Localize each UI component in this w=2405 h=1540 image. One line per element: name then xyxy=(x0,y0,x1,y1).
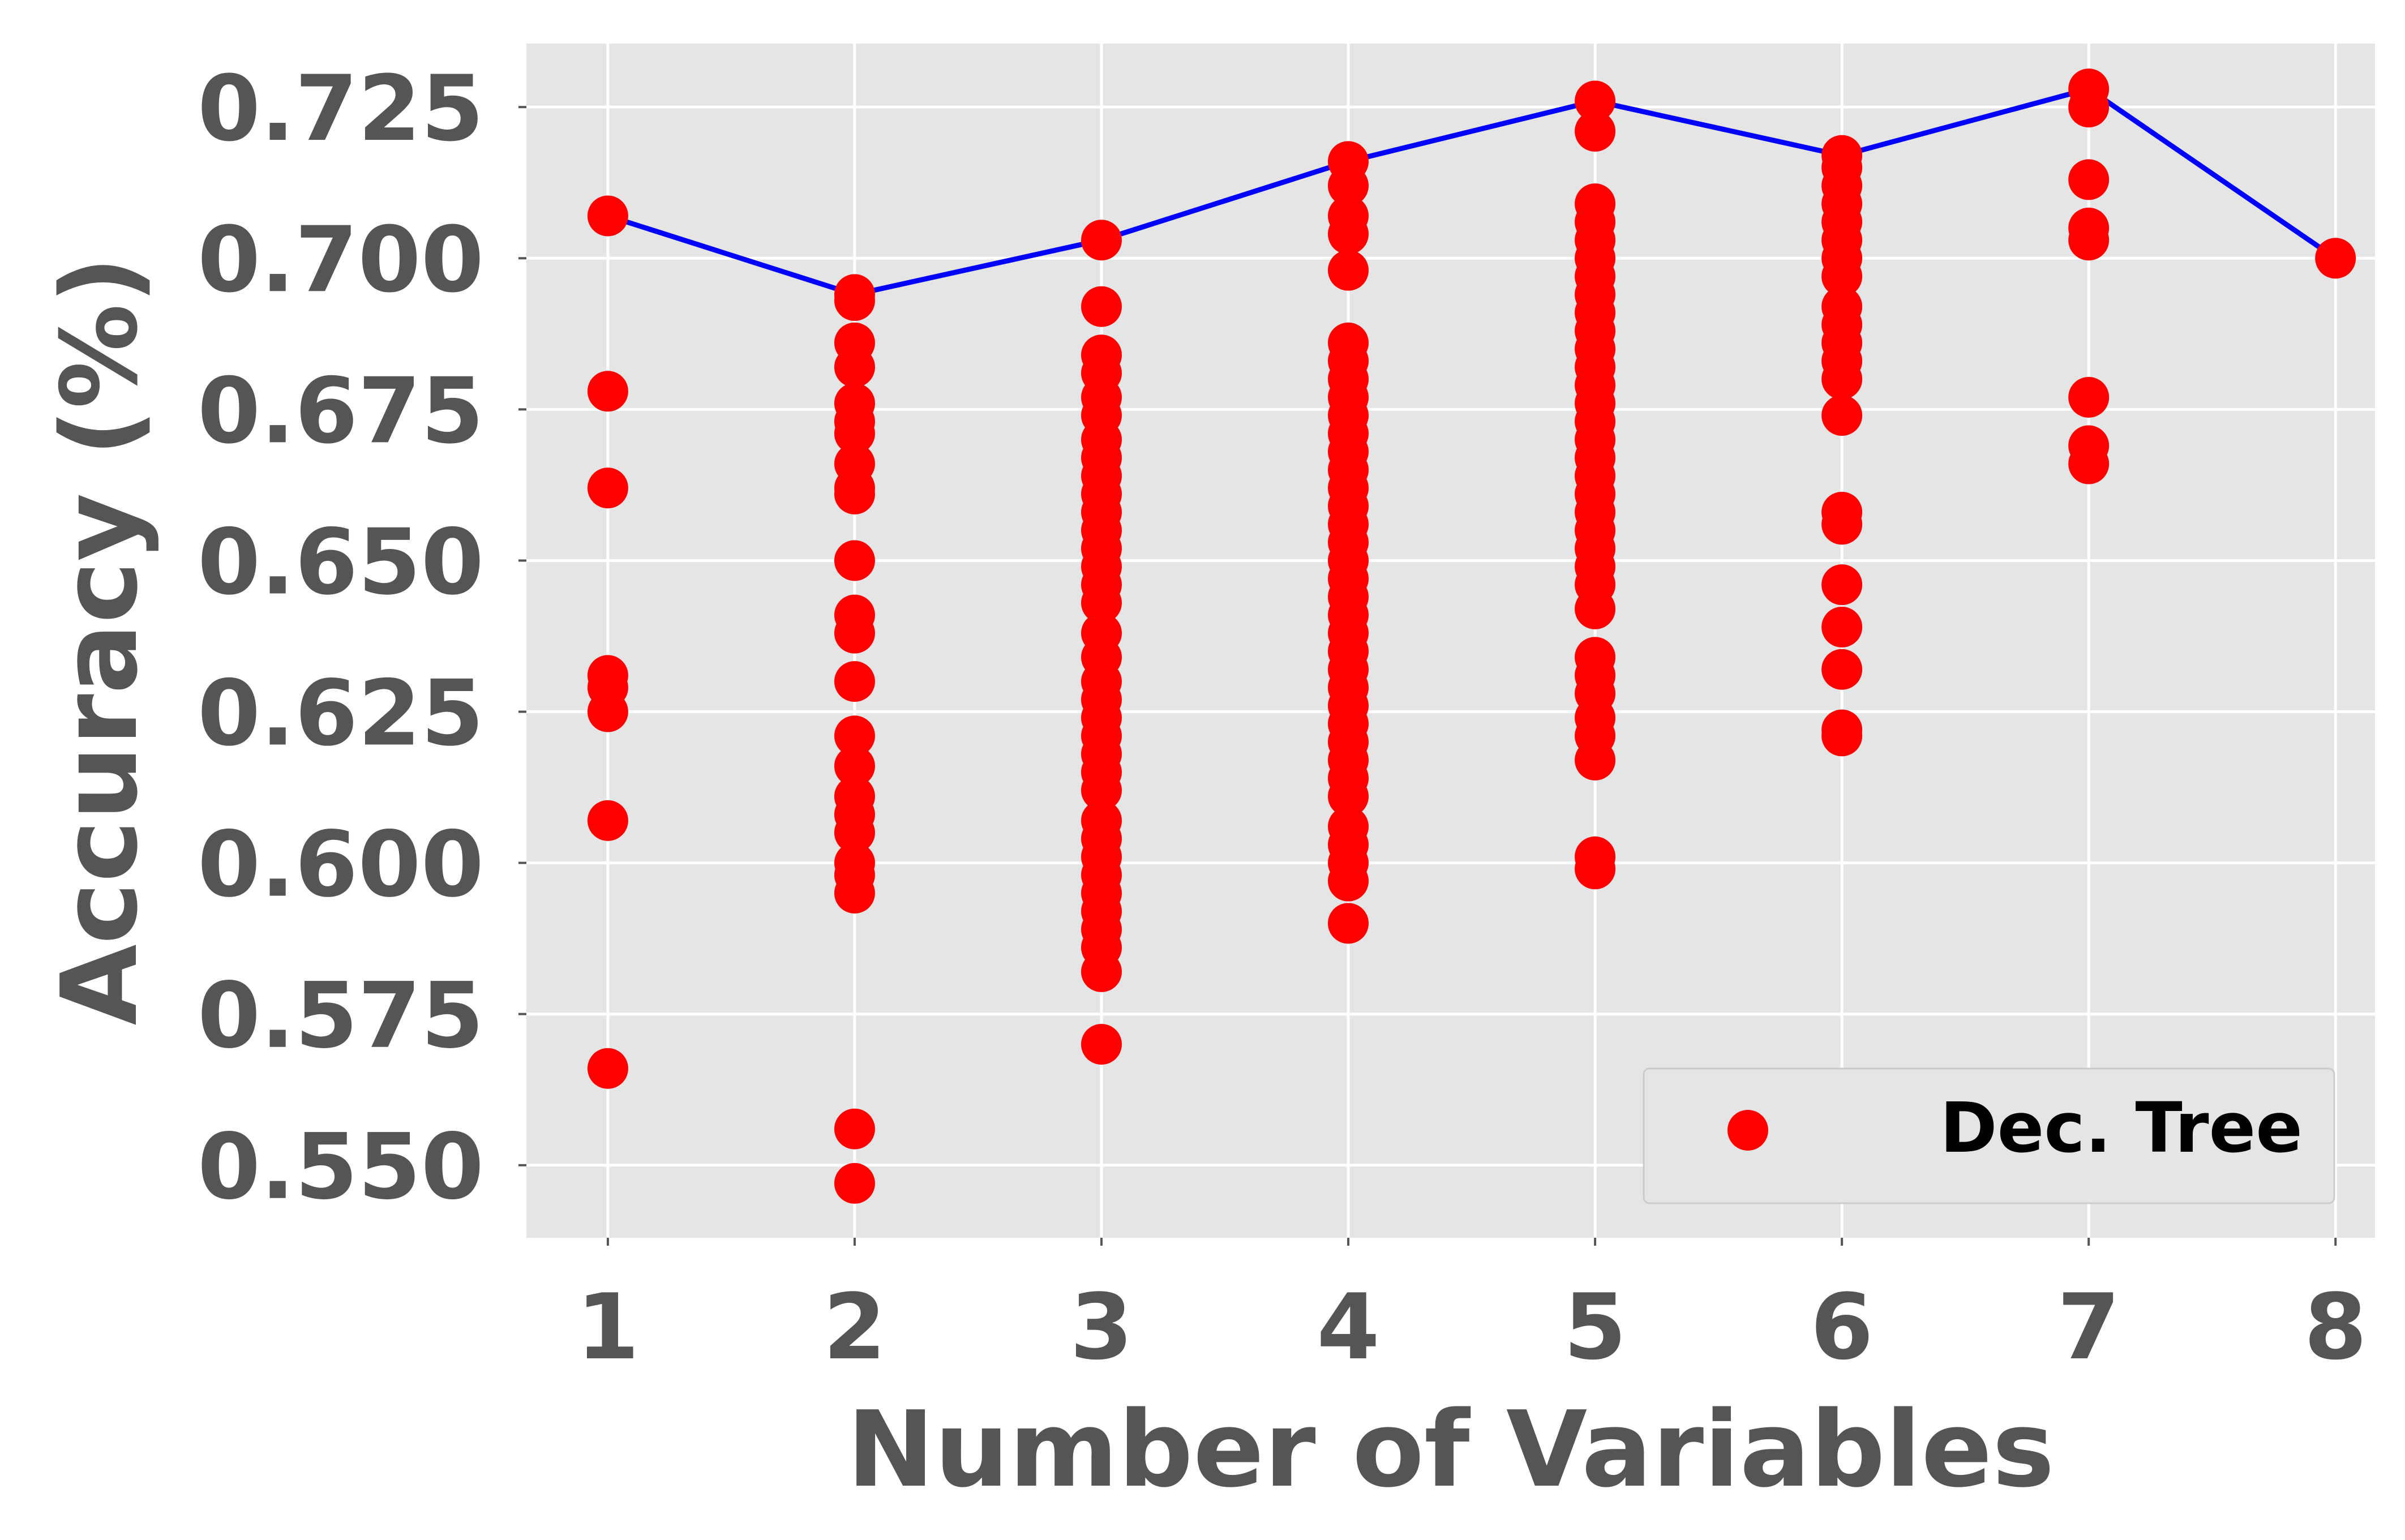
scatter-point xyxy=(1821,715,1863,757)
scatter-point xyxy=(1081,951,1122,992)
x-tick-label: 4 xyxy=(1317,1274,1379,1380)
scatter-point xyxy=(587,371,628,412)
x-tick-label: 6 xyxy=(1810,1274,1873,1380)
x-tick-label: 1 xyxy=(576,1274,639,1380)
plot-area xyxy=(526,44,2375,1238)
x-tick-label: 8 xyxy=(2304,1274,2367,1380)
scatter-point xyxy=(1821,256,1863,297)
scatter-point xyxy=(834,812,875,853)
scatter-point xyxy=(2068,443,2110,484)
y-tick-label: 0.700 xyxy=(198,207,484,312)
scatter-point xyxy=(1328,860,1369,902)
scatter-point xyxy=(1821,358,1863,400)
scatter-point xyxy=(834,473,875,514)
y-tick-label: 0.575 xyxy=(198,963,484,1069)
scatter-point xyxy=(1328,776,1369,817)
scatter-point xyxy=(587,691,628,732)
scatter-point xyxy=(1821,606,1863,647)
x-tick-label: 5 xyxy=(1563,1274,1626,1380)
x-tick-label: 2 xyxy=(823,1274,886,1380)
scatter-point xyxy=(834,745,875,787)
scatter-point xyxy=(1328,903,1369,944)
y-tick-label: 0.625 xyxy=(198,660,484,766)
scatter-point xyxy=(1821,504,1863,545)
x-axis-title: Number of Variables xyxy=(847,1388,2055,1511)
y-tick-label: 0.650 xyxy=(198,509,484,615)
scatter-point xyxy=(1575,848,1616,890)
axis-ticks xyxy=(518,106,2337,1246)
scatter-point xyxy=(1821,395,1863,436)
x-tick-label: 3 xyxy=(1070,1274,1133,1380)
scatter-point xyxy=(587,800,628,841)
scatter-point xyxy=(834,715,875,757)
scatter-point xyxy=(1081,220,1122,261)
scatter-point xyxy=(1081,770,1122,811)
y-tick-labels: 0.550 0.575 0.600 0.625 0.650 0.675 0.700 0.725 xyxy=(198,55,484,1220)
scatter-point xyxy=(834,540,875,581)
scatter-point xyxy=(1328,250,1369,291)
y-axis-title: Accuracy (%) xyxy=(38,256,161,1025)
scatter-point xyxy=(2068,376,2110,418)
scatter-point xyxy=(1575,110,1616,152)
scatter-point xyxy=(1328,165,1369,207)
scatter-point xyxy=(2315,238,2356,279)
scatter-point xyxy=(1081,286,1122,327)
y-tick-label: 0.725 xyxy=(198,55,484,161)
scatter-point xyxy=(834,346,875,388)
scatter-point xyxy=(2068,159,2110,200)
legend-marker xyxy=(1727,1110,1768,1151)
scatter-point xyxy=(1821,564,1863,606)
best-accuracy-line xyxy=(607,86,2337,297)
legend-label: Dec. Tree xyxy=(1940,1088,2303,1168)
scatter-point xyxy=(834,280,875,321)
scatter-point xyxy=(1328,213,1369,255)
scatter-point xyxy=(587,467,628,509)
scatter-point xyxy=(1821,649,1863,690)
scatter-point xyxy=(1081,582,1122,624)
legend: Dec. Tree xyxy=(1643,1067,2335,1204)
scatter-point xyxy=(587,1048,628,1089)
scatter-points-layer xyxy=(587,68,2356,1204)
scatter-point xyxy=(834,612,875,654)
y-tick-label: 0.550 xyxy=(198,1114,484,1220)
y-tick-label: 0.600 xyxy=(198,812,484,917)
x-tick-label: 7 xyxy=(2057,1274,2120,1380)
scatter-point xyxy=(1081,1024,1122,1065)
line-series-layer xyxy=(607,86,2337,297)
scatter-point xyxy=(587,195,628,237)
x-tick-labels: 1 2 3 4 5 6 7 8 xyxy=(576,1274,2367,1380)
scatter-point xyxy=(1575,588,1616,629)
scatter-point xyxy=(834,873,875,914)
scatter-point xyxy=(2068,220,2110,261)
scatter-point xyxy=(834,1162,875,1204)
legend-box xyxy=(1643,1067,2335,1204)
y-tick-label: 0.675 xyxy=(198,358,484,464)
scatter-point xyxy=(834,661,875,702)
scatter-point xyxy=(1575,80,1616,122)
scatter-point xyxy=(2068,87,2110,128)
scatter-point xyxy=(834,413,875,454)
scatter-point xyxy=(1575,740,1616,780)
scatter-point xyxy=(834,1108,875,1149)
